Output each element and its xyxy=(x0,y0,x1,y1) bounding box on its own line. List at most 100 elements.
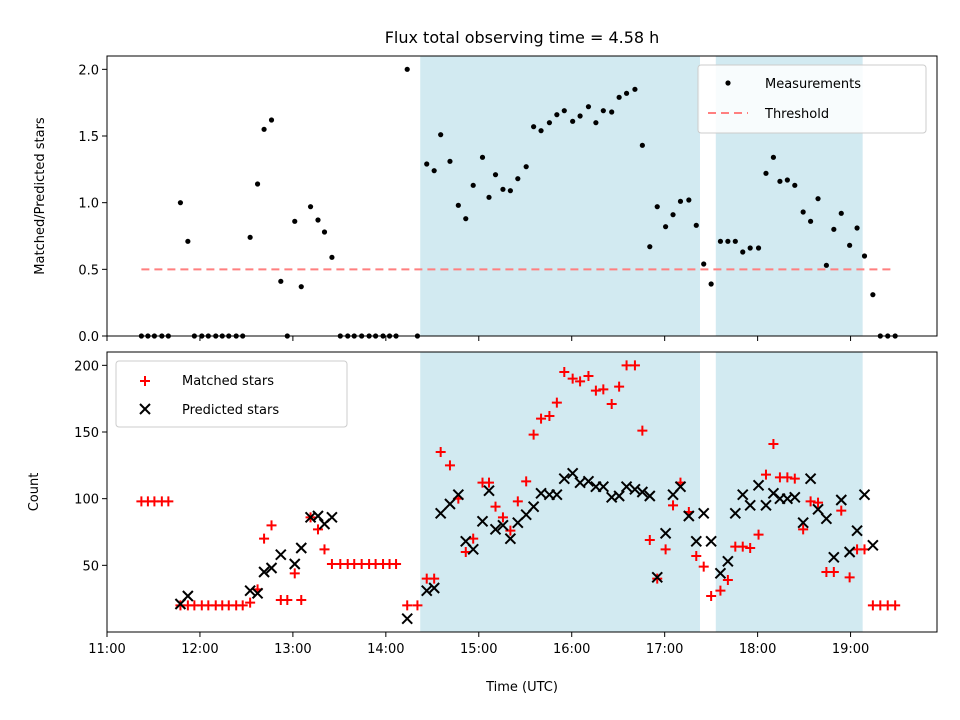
measurement-point xyxy=(247,234,253,240)
predicted-star-point xyxy=(760,499,772,512)
measurement-point xyxy=(747,245,753,251)
measurement-point xyxy=(538,128,544,134)
legend: Matched stars Predicted stars xyxy=(115,360,348,428)
y-axis-label: Matched/Predicted stars xyxy=(33,117,48,275)
matched-star-point xyxy=(444,460,455,471)
predicted-star-point xyxy=(620,480,633,493)
predicted-star-point xyxy=(244,584,256,597)
predicted-star-point xyxy=(476,515,489,528)
top-panel: 0.0 0.5 1.0 1.5 2.0 Matched/Predicted stars Me… xyxy=(33,55,938,345)
predicted-star-point xyxy=(867,539,879,552)
predicted-star-point xyxy=(467,543,479,556)
predicted-star-point xyxy=(705,535,717,548)
predicted-star-point xyxy=(804,472,817,485)
legend-label-threshold: Threshold xyxy=(764,107,829,122)
predicted-star-point xyxy=(744,499,756,512)
measurement-point xyxy=(307,204,314,210)
matched-star-point xyxy=(326,559,337,569)
measurement-point xyxy=(755,245,762,251)
predicted-star-point xyxy=(752,479,765,492)
matched-star-point xyxy=(460,547,471,557)
predicted-star-point xyxy=(265,562,278,574)
matched-star-point xyxy=(245,597,256,608)
y-tick-label: 1.0 xyxy=(78,197,99,212)
measurement-point xyxy=(792,182,798,188)
matched-star-point xyxy=(660,544,671,555)
measurement-point xyxy=(463,216,469,222)
predicted-star-point xyxy=(483,484,495,497)
measurement-point xyxy=(546,120,553,126)
matched-star-point xyxy=(629,360,640,371)
predicted-star-point xyxy=(434,507,447,520)
measurement-point xyxy=(515,176,521,182)
matched-star-point xyxy=(484,477,495,488)
measurement-point xyxy=(616,94,622,100)
matched-star-point xyxy=(544,411,555,421)
matched-star-point xyxy=(575,376,586,387)
measurement-point xyxy=(609,109,615,115)
predicted-star-point xyxy=(504,532,517,545)
matched-star-point xyxy=(391,559,402,569)
predicted-star-point xyxy=(651,571,663,584)
measurement-point xyxy=(632,86,638,92)
x-tick-label: 15:00 xyxy=(460,642,497,657)
measurement-point xyxy=(670,212,676,218)
matched-star-point xyxy=(490,501,501,512)
matched-star-point xyxy=(760,469,771,480)
measurement-point xyxy=(424,161,430,167)
predicted-star-point xyxy=(636,486,649,498)
measurement-point xyxy=(800,209,806,215)
measurement-point xyxy=(315,217,321,223)
predicted-star-point xyxy=(851,524,863,537)
measurement-point xyxy=(777,178,783,184)
matched-star-point xyxy=(296,595,307,605)
matched-star-point xyxy=(289,568,300,579)
measurement-point xyxy=(740,249,746,255)
matched-star-point xyxy=(536,413,547,424)
measurement-point xyxy=(823,262,829,268)
matched-star-point xyxy=(828,567,839,577)
measurement-point xyxy=(831,226,837,232)
predicted-star-point xyxy=(527,500,540,513)
matched-star-point xyxy=(798,524,809,535)
matched-star-point xyxy=(528,429,539,440)
matched-star-point xyxy=(402,600,413,611)
matched-star-point xyxy=(590,385,601,396)
measurement-point xyxy=(708,281,714,287)
matched-star-point xyxy=(745,543,756,553)
measurement-point xyxy=(861,253,868,259)
y-tick-label: 200 xyxy=(74,359,99,374)
x-tick-label: 13:00 xyxy=(274,642,311,657)
measurement-point xyxy=(292,218,298,224)
predicted-star-point xyxy=(835,494,847,506)
matched-star-point xyxy=(753,529,764,540)
measurement-point xyxy=(732,238,738,244)
measurement-point xyxy=(278,278,284,284)
matched-star-point xyxy=(598,384,609,395)
matched-star-point xyxy=(468,533,479,544)
y-axis-label: Count xyxy=(27,473,42,512)
predicted-star-point xyxy=(797,516,809,529)
matched-star-point xyxy=(844,572,855,583)
measurement-point xyxy=(185,238,191,244)
y-tick-label: 150 xyxy=(74,426,99,441)
measurement-point xyxy=(663,224,669,230)
x-axis-label: Time (UTC) xyxy=(485,680,558,695)
matched-star-point xyxy=(237,600,248,611)
predicted-star-point xyxy=(613,490,625,502)
measurement-point xyxy=(639,142,645,148)
matched-star-point xyxy=(698,561,709,572)
measurement-point xyxy=(577,113,583,119)
x-tick-label: 17:00 xyxy=(646,642,683,657)
measurement-point xyxy=(838,210,844,216)
measurement-point xyxy=(654,204,660,210)
x-tick-label: 18:00 xyxy=(739,642,776,657)
measurement-point xyxy=(261,126,267,132)
measurement-point xyxy=(770,154,777,160)
legend-label-matched: Matched stars xyxy=(182,374,274,389)
matched-star-point xyxy=(706,591,717,601)
matched-star-point xyxy=(737,541,748,552)
measurement-point xyxy=(815,196,821,202)
measurement-point xyxy=(593,120,599,126)
